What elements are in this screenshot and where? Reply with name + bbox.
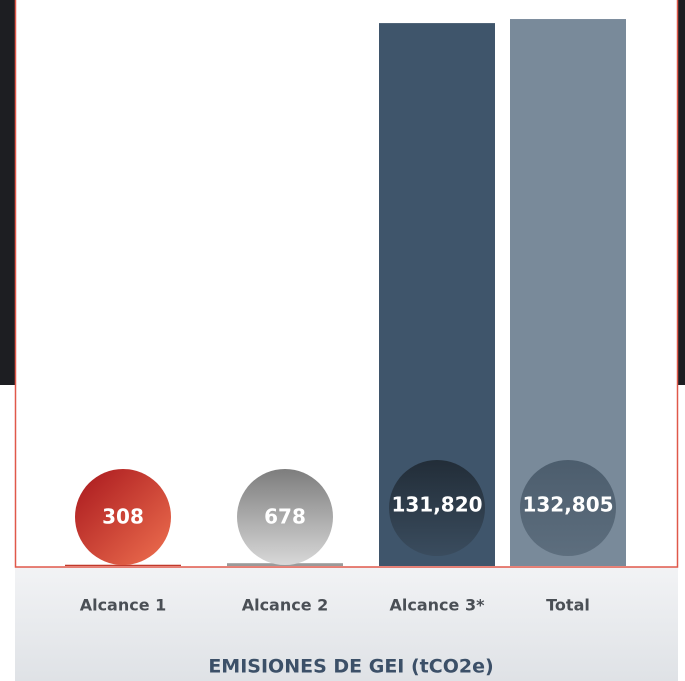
chart-title: EMISIONES DE GEI (tCO2e) bbox=[208, 656, 493, 678]
value-label: 132,805 bbox=[522, 493, 613, 517]
chart: 308 Alcance 1 678 Alcance 2 131,820 Alcance 3… bbox=[0, 0, 685, 681]
x-tick-label: Alcance 3* bbox=[390, 596, 486, 615]
photo-edge bbox=[0, 0, 16, 385]
page: {"chart_data": {"type": "bar", "title": … bbox=[0, 0, 685, 681]
x-tick-label: Alcance 1 bbox=[80, 596, 167, 615]
x-tick-label: Alcance 2 bbox=[242, 596, 329, 615]
value-label: 308 bbox=[102, 505, 144, 529]
photo-edge bbox=[678, 0, 685, 385]
value-label: 678 bbox=[264, 505, 306, 529]
value-label: 131,820 bbox=[391, 493, 482, 517]
x-tick-label: Total bbox=[546, 596, 590, 615]
